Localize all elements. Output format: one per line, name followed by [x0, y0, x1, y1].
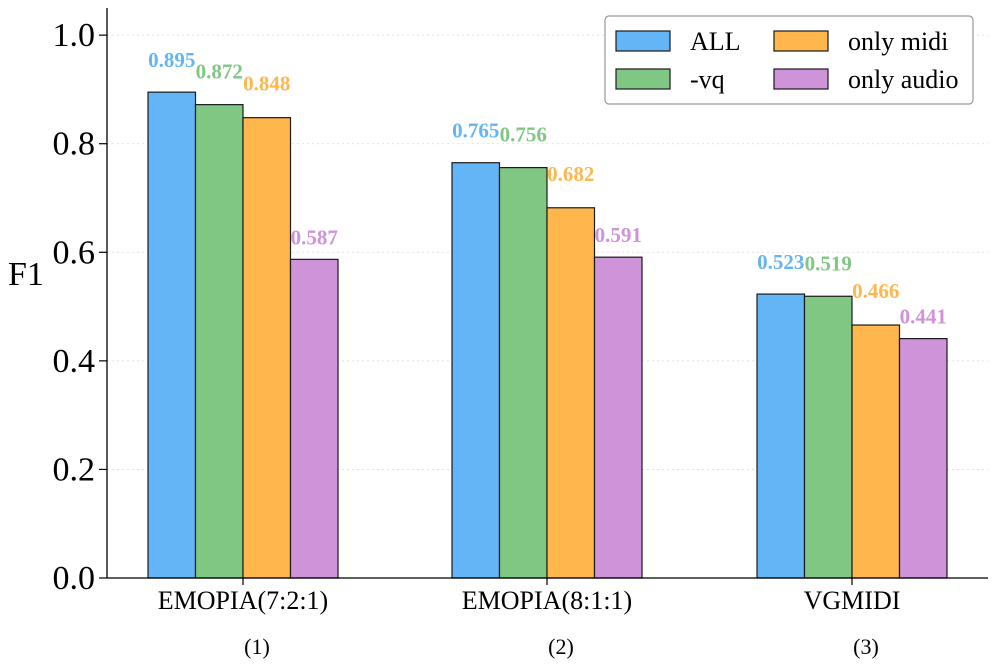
bar: [756, 293, 806, 579]
bar-value-label: 0.895: [148, 48, 195, 72]
bar-value-label: 0.523: [757, 250, 804, 274]
bar: [147, 91, 197, 579]
legend: ALL -vq only midi only audio: [604, 15, 974, 105]
x-tick-label: VGMIDI: [804, 586, 901, 615]
y-axis-label: F1: [8, 256, 44, 293]
bar-value-label: 0.466: [852, 279, 899, 303]
category-sublabel: (1): [244, 634, 270, 659]
y-tick-label: 0.0: [53, 560, 96, 597]
bar: [194, 104, 244, 579]
bar: [546, 207, 596, 579]
bar: [898, 338, 948, 579]
legend-swatch: [615, 68, 671, 90]
bar: [451, 162, 501, 579]
bar: [242, 117, 292, 579]
y-tick-label: 0.4: [53, 343, 96, 380]
legend-swatch: [615, 30, 671, 52]
bar-value-label: 0.587: [291, 225, 338, 249]
y-tick-label: 1.0: [53, 17, 96, 54]
bar-value-label: 0.682: [547, 162, 594, 186]
bar-value-label: 0.756: [500, 123, 547, 147]
bar-value-label: 0.872: [196, 60, 243, 84]
legend-label: only audio: [848, 65, 959, 94]
legend-swatch: [773, 68, 829, 90]
y-tick-label: 0.8: [53, 126, 96, 163]
bar-value-label: 0.441: [900, 305, 947, 329]
category-sublabel: (2): [548, 634, 574, 659]
legend-box: [604, 15, 974, 105]
y-tick-label: 0.6: [53, 234, 96, 271]
x-tick-label: EMOPIA(7:2:1): [158, 586, 328, 615]
legend-swatch: [773, 30, 829, 52]
bar: [803, 295, 853, 579]
bar: [289, 258, 339, 579]
x-tick-label: EMOPIA(8:1:1): [462, 586, 632, 615]
legend-label: -vq: [690, 65, 725, 94]
y-tick-label: 0.2: [53, 451, 96, 488]
bars: [147, 91, 948, 579]
bar: [851, 324, 901, 579]
bar-value-label: 0.765: [452, 119, 499, 143]
bar: [593, 256, 643, 579]
bar: [498, 167, 548, 579]
legend-label: ALL: [690, 27, 741, 56]
axes: 0.0 0.2 0.4 0.6 0.8 1.0 EMOPIA(7:2:1) (1) EMOPIA…: [53, 8, 988, 659]
bar-value-label: 0.591: [595, 223, 642, 247]
bar-value-label: 0.519: [805, 251, 852, 275]
legend-label: only midi: [848, 27, 948, 56]
category-sublabel: (3): [853, 634, 879, 659]
bar-value-label: 0.848: [243, 72, 290, 96]
